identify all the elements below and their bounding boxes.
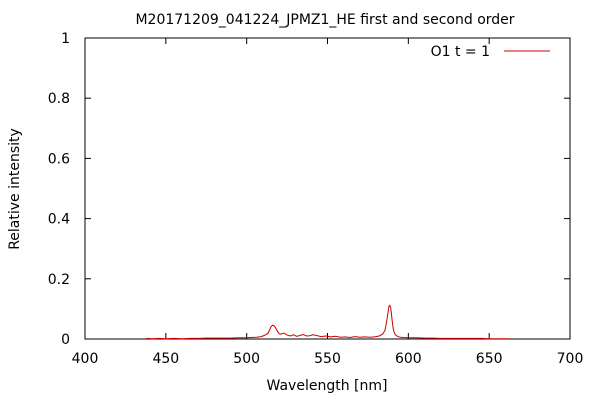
y-tick-label: 0.8 [48,91,70,107]
y-tick-label: 0.2 [48,272,70,288]
plot-frame [84,37,571,340]
y-tick-label: 1 [61,31,70,47]
x-tick-label: 450 [152,351,179,367]
x-tick-label: 700 [557,351,584,367]
series-line [146,304,509,340]
x-tick-label: 400 [72,351,99,367]
y-tick-label: 0.6 [48,151,70,167]
series-layer [146,304,509,340]
y-tick-label: 0 [61,332,70,348]
y-axis: 0 0.2 0.4 0.6 0.8 1 [48,31,570,348]
y-tick-label: 0.4 [48,212,70,228]
chart-title: M20171209_041224_JPMZ1_HE first and seco… [135,12,514,28]
x-tick-label: 600 [395,351,422,367]
x-axis: 400 450 500 550 600 650 700 [72,38,584,367]
x-tick-label: 550 [314,351,341,367]
x-axis-label: Wavelength [nm] [267,378,388,394]
legend-label: O1 t = 1 [431,44,490,60]
y-axis-label: Relative intensity [7,128,23,250]
legend: O1 t = 1 [431,44,550,60]
x-tick-label: 650 [476,351,503,367]
x-tick-label: 500 [233,351,260,367]
